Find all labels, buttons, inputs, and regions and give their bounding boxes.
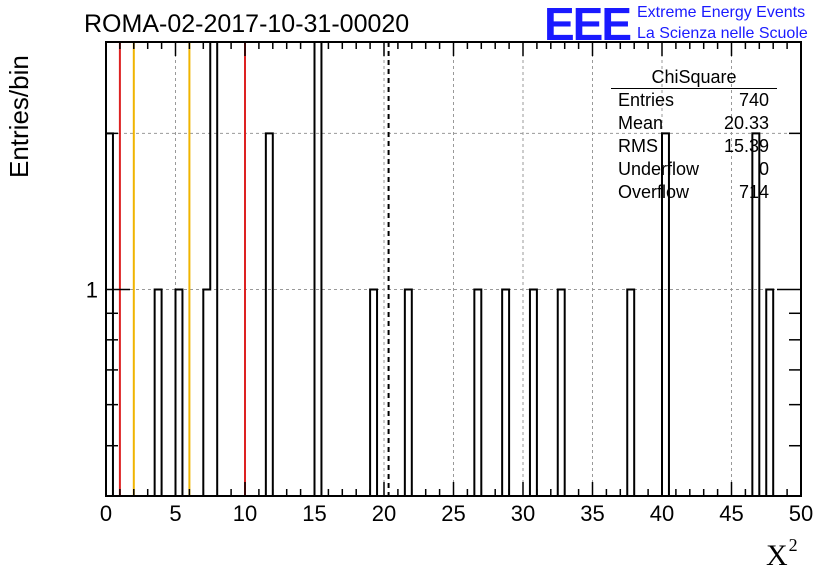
x-axis-label-text: X xyxy=(766,539,788,572)
chart-title: ROMA-02-2017-10-31-00020 xyxy=(84,10,410,38)
stats-row-underflow: Underflow 0 xyxy=(611,158,777,181)
x-tick-label: 15 xyxy=(302,501,326,526)
stats-value: 740 xyxy=(738,90,769,110)
y-tick-label: 1 xyxy=(86,278,98,303)
x-tick-label: 20 xyxy=(372,501,396,526)
eee-logo: EEE xyxy=(544,0,632,50)
logo-caption: Extreme Energy Events La Scienza nelle S… xyxy=(637,2,808,44)
logo-caption-line2: La Scienza nelle Scuole xyxy=(637,25,808,42)
stats-value: 0 xyxy=(758,159,769,179)
x-tick-label: 0 xyxy=(100,501,112,526)
x-tick-label: 30 xyxy=(511,501,535,526)
stats-box: ChiSquare Entries 740 Mean 20.33 RMS 15.39 … xyxy=(611,66,777,204)
x-tick-label: 45 xyxy=(719,501,743,526)
stats-row-entries: Entries 740 xyxy=(611,89,777,112)
stats-row-overflow: Overflow 714 xyxy=(611,181,777,204)
stats-row-rms: RMS 15.39 xyxy=(611,135,777,158)
stats-value: 15.39 xyxy=(723,136,769,156)
stats-row-mean: Mean 20.33 xyxy=(611,112,777,135)
x-tick-label: 40 xyxy=(650,501,674,526)
stats-label: Mean xyxy=(618,113,664,133)
x-tick-label: 25 xyxy=(441,501,465,526)
stats-box-title: ChiSquare xyxy=(611,66,777,89)
stats-value: 714 xyxy=(738,182,769,202)
x-tick-label: 10 xyxy=(233,501,257,526)
x-tick-label: 5 xyxy=(169,501,181,526)
stats-label: Entries xyxy=(618,90,675,110)
x-axis-label: X2 xyxy=(766,535,798,573)
x-axis-label-superscript: 2 xyxy=(788,535,798,555)
stats-label: Overflow xyxy=(618,182,690,202)
stats-label: RMS xyxy=(618,136,658,156)
x-tick-label: 50 xyxy=(789,501,813,526)
stats-label: Underflow xyxy=(618,159,700,179)
x-tick-label: 35 xyxy=(580,501,604,526)
logo-caption-line1: Extreme Energy Events xyxy=(637,4,806,21)
stats-value: 20.33 xyxy=(723,113,769,133)
